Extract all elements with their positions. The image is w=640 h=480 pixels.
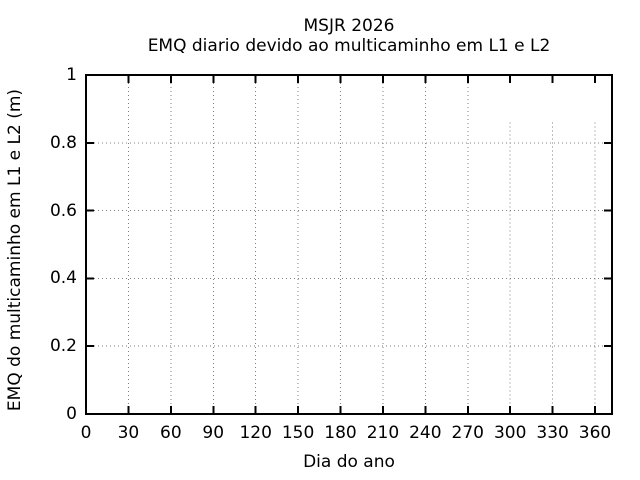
y-tick-label: 0.8 xyxy=(49,132,77,153)
x-tick-label: 210 xyxy=(366,423,400,443)
x-tick-label: 180 xyxy=(324,423,357,443)
x-tick-label: 120 xyxy=(239,423,272,443)
x-tick-label: 30 xyxy=(117,423,140,443)
x-tick-label: 0 xyxy=(80,423,92,443)
x-axis-label: Dia do ano xyxy=(303,452,395,472)
x-tick-label: 270 xyxy=(451,423,484,443)
y-tick-label: 0.2 xyxy=(49,336,77,357)
x-tick-label: 150 xyxy=(281,423,315,443)
x-tick-label: 330 xyxy=(536,423,569,443)
y-tick-label: 0 xyxy=(66,404,77,424)
y-tick-label: 0.6 xyxy=(49,200,77,221)
y-tick-label: 0.4 xyxy=(49,268,77,289)
x-tick-label: 360 xyxy=(578,423,612,443)
x-tick-label: 240 xyxy=(409,423,442,443)
plot-border xyxy=(85,74,613,415)
x-tick-label: 90 xyxy=(202,423,225,443)
y-tick-label: 1 xyxy=(66,65,77,85)
x-tick-label: 300 xyxy=(493,423,527,443)
x-tick-label: 60 xyxy=(160,423,182,443)
chart-title: MSJR 2026 xyxy=(303,16,395,36)
chart-subtitle: EMQ diario devido ao multicaminho em L1 … xyxy=(147,36,551,56)
